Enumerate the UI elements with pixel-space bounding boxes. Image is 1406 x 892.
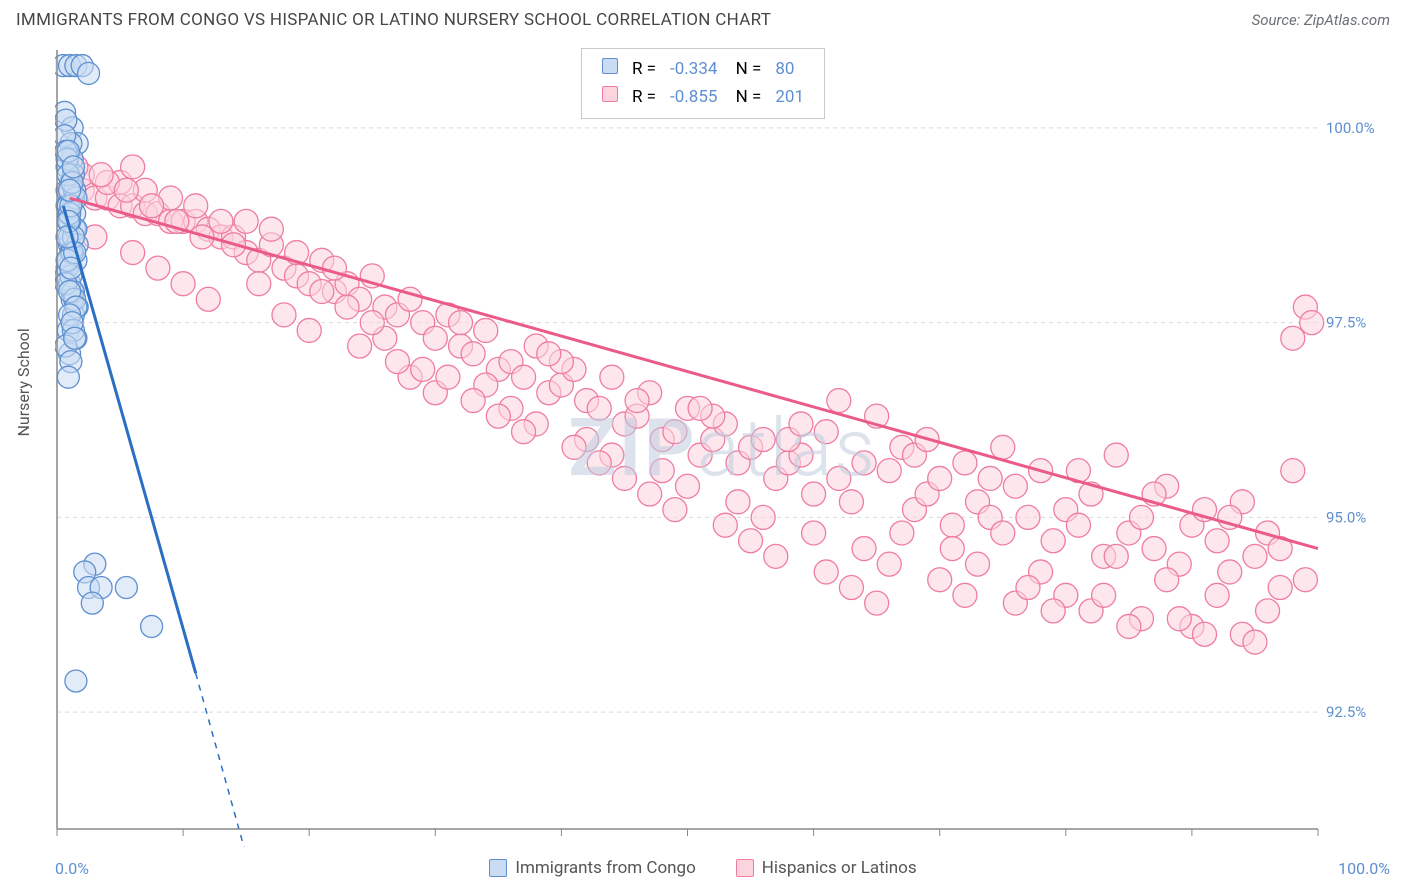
- legend-item-1: Hispanics or Latinos: [736, 858, 917, 878]
- source-credit: Source: ZipAtlas.com: [1252, 11, 1390, 29]
- svg-text:100.0%: 100.0%: [1326, 119, 1375, 137]
- legend-swatch-0: [489, 859, 507, 877]
- scatter-chart-svg: 92.5% 95.0% 97.5% 100.0%: [55, 48, 1390, 847]
- svg-text:97.5%: 97.5%: [1326, 314, 1366, 332]
- legend-swatch-1: [736, 859, 754, 877]
- swatch-series-1: [602, 86, 618, 102]
- chart-area: 92.5%95.0%97.5%100.0% ZIPatlas: [55, 48, 1390, 847]
- bottom-legend: Immigrants from Congo Hispanics or Latin…: [0, 858, 1406, 878]
- r-value-0: -0.334: [664, 57, 723, 83]
- n-value-1: 201: [769, 85, 810, 111]
- r-value-1: -0.855: [664, 85, 723, 111]
- stats-row-series-1: R =-0.855 N =201: [596, 85, 810, 111]
- y-axis-label: Nursery School: [14, 328, 33, 436]
- legend-item-0: Immigrants from Congo: [489, 858, 695, 878]
- swatch-series-0: [602, 58, 618, 74]
- svg-text:92.5%: 92.5%: [1326, 703, 1366, 721]
- chart-title: IMMIGRANTS FROM CONGO VS HISPANIC OR LAT…: [16, 10, 771, 30]
- stats-row-series-0: R =-0.334 N =80: [596, 57, 810, 83]
- stats-legend-box: R =-0.334 N =80 R =-0.855 N =201: [581, 48, 825, 119]
- legend-label-0: Immigrants from Congo: [515, 858, 695, 878]
- legend-label-1: Hispanics or Latinos: [762, 858, 917, 878]
- n-value-0: 80: [769, 57, 810, 83]
- svg-text:95.0%: 95.0%: [1326, 508, 1366, 526]
